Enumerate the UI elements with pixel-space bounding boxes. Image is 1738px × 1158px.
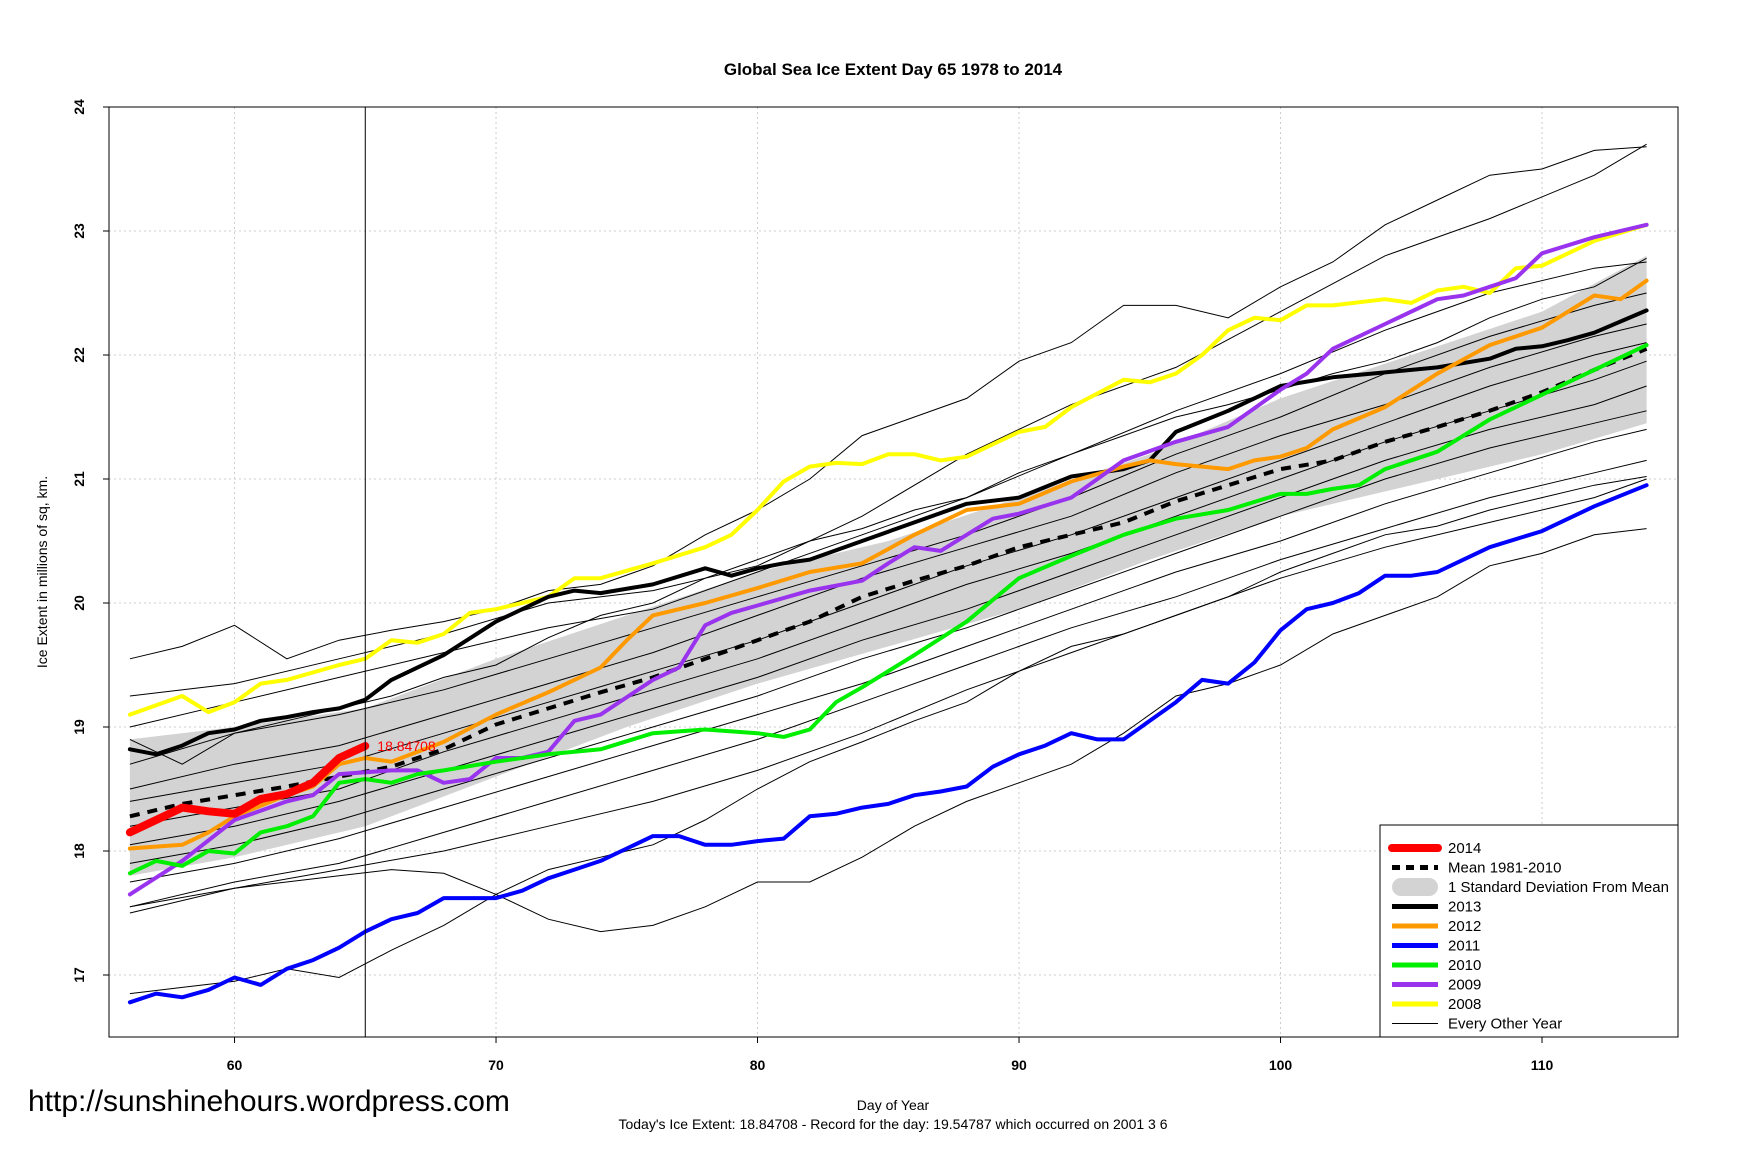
legend-swatch-1-standard-deviation-from-mean (1392, 878, 1438, 896)
legend-label-2010: 2010 (1448, 957, 1481, 974)
legend-label-1-standard-deviation-from-mean: 1 Standard Deviation From Mean (1448, 879, 1669, 896)
legend-label-every-other-year: Every Other Year (1448, 1016, 1562, 1033)
legend-label-2012: 2012 (1448, 918, 1481, 935)
other-year-line (129, 342, 1647, 802)
y-tick-label: 18 (71, 843, 87, 859)
y-tick-label: 24 (71, 99, 87, 115)
legend-label-2014: 2014 (1448, 840, 1481, 857)
series-line-2009 (127, 222, 1649, 897)
other-year-line (129, 478, 1647, 914)
series-layer (125, 222, 1649, 1005)
x-axis-label: Day of Year (857, 1097, 930, 1113)
x-tick-label: 70 (488, 1057, 504, 1073)
other-year-line (129, 459, 1647, 908)
y-axis-ticks: 17 18 19 20 21 22 23 24 (71, 99, 109, 983)
legend-label-2008: 2008 (1448, 996, 1481, 1013)
x-tick-label: 90 (1011, 1057, 1027, 1073)
y-tick-label: 22 (71, 347, 87, 363)
other-year-line (129, 385, 1647, 846)
other-year-line (129, 257, 1647, 765)
x-tick-label: 100 (1269, 1057, 1293, 1073)
other-year-line (129, 323, 1647, 790)
other-year-line (129, 143, 1647, 697)
other-year-line (129, 292, 1647, 765)
y-tick-label: 17 (71, 967, 87, 983)
x-tick-label: 60 (227, 1057, 243, 1073)
chart-title: Global Sea Ice Extent Day 65 1978 to 201… (724, 60, 1063, 79)
legend-label-2013: 2013 (1448, 899, 1481, 916)
series-line-2008 (127, 222, 1649, 717)
y-axis-label: Ice Extent in millions of sq, km. (34, 476, 50, 668)
footer-text: Today's Ice Extent: 18.84708 - Record fo… (618, 1116, 1167, 1132)
other-year-line (129, 146, 1647, 660)
legend-label-2011: 2011 (1448, 938, 1480, 955)
series-line-mean-1981-2010 (129, 346, 1648, 819)
y-tick-label: 20 (71, 595, 87, 611)
other-year-line (129, 428, 1647, 883)
series-line-2012 (127, 278, 1649, 851)
series-line-2010 (127, 343, 1649, 876)
x-tick-label: 110 (1531, 1057, 1554, 1073)
other-year-line (129, 410, 1647, 864)
series-line-2013 (127, 308, 1649, 757)
y-tick-label: 19 (71, 719, 87, 735)
plot-frame (108, 106, 1679, 1038)
y-tick-label: 21 (71, 471, 87, 487)
legend-label-2009: 2009 (1448, 977, 1481, 994)
x-tick-label: 80 (750, 1057, 766, 1073)
std-dev-band (129, 255, 1647, 876)
y-tick-label: 23 (71, 223, 87, 239)
series-line-2014 (125, 742, 370, 837)
source-url: http://sunshinehours.wordpress.com (28, 1085, 510, 1118)
legend: 2014 Mean 1981-2010 1 Standard Deviation F… (1379, 824, 1679, 1038)
legend-label-mean-1981-2010: Mean 1981-2010 (1448, 860, 1561, 877)
other-year-line (129, 476, 1647, 995)
today-value-annotation: 18.84708 (377, 738, 436, 754)
series-line-2011 (127, 483, 1649, 1005)
x-axis-ticks: 60 70 80 90 100 110 (227, 1037, 1554, 1073)
other-year-line (129, 528, 1647, 933)
std-dev-band-layer (129, 255, 1647, 876)
other-year-line (129, 261, 1647, 728)
other-years-layer (129, 143, 1647, 995)
